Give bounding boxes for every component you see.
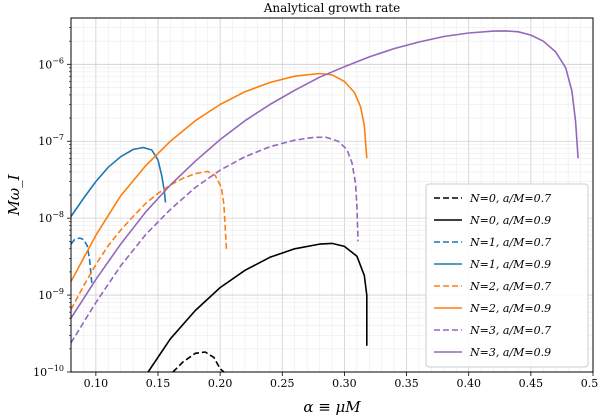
series-layer: [70, 30, 579, 373]
x-tick-label: 0.15: [146, 377, 171, 390]
y-tick-label: 10−10: [33, 364, 64, 379]
x-tick-label: 0.25: [270, 377, 295, 390]
legend-label: N=2, a/M=0.9: [469, 302, 551, 315]
legend-label: N=0, a/M=0.7: [469, 192, 551, 205]
legend: N=0, a/M=0.7 N=0, a/M=0.9 N=1, a/M=0.7 N=1,…: [425, 183, 589, 368]
series-line: [70, 170, 228, 310]
y-axis-label: Mω_I: [5, 173, 23, 216]
x-tick-label: 0.20: [208, 377, 233, 390]
legend-label: N=2, a/M=0.7: [469, 280, 551, 293]
series-line: [70, 146, 167, 217]
x-tick-label: 0.35: [394, 377, 419, 390]
x-axis-label: α ≡ μM: [303, 398, 361, 416]
x-tick-label: 0.30: [332, 377, 357, 390]
legend-label: N=1, a/M=0.7: [469, 236, 551, 249]
series-line: [70, 136, 359, 344]
legend-label: N=1, a/M=0.9: [469, 258, 551, 271]
x-tick-label: 0.10: [84, 377, 109, 390]
y-axis: 10−10 10−9 10−8 10−7 10−6: [33, 27, 71, 379]
y-tick-label: 10−6: [38, 56, 64, 71]
series-line: [70, 237, 93, 287]
x-tick-label: 0.50: [581, 377, 598, 390]
series-line: [70, 72, 368, 282]
x-tick-label: 0.45: [519, 377, 544, 390]
x-axis: 0.10 0.15 0.20 0.25 0.30 0.35 0.40 0.45 0.50: [84, 372, 598, 390]
chart-title: Analytical growth rate: [263, 1, 400, 15]
series-line: [70, 30, 579, 319]
series-line: [147, 242, 368, 373]
legend-label: N=3, a/M=0.7: [469, 324, 551, 337]
legend-label: N=0, a/M=0.9: [469, 214, 551, 227]
legend-box: [425, 183, 589, 368]
y-tick-label: 10−9: [38, 287, 64, 302]
legend-label: N=3, a/M=0.9: [469, 346, 551, 359]
series-line: [172, 351, 225, 373]
y-tick-label: 10−8: [38, 210, 64, 225]
y-tick-label: 10−7: [38, 133, 64, 148]
x-tick-label: 0.40: [456, 377, 481, 390]
